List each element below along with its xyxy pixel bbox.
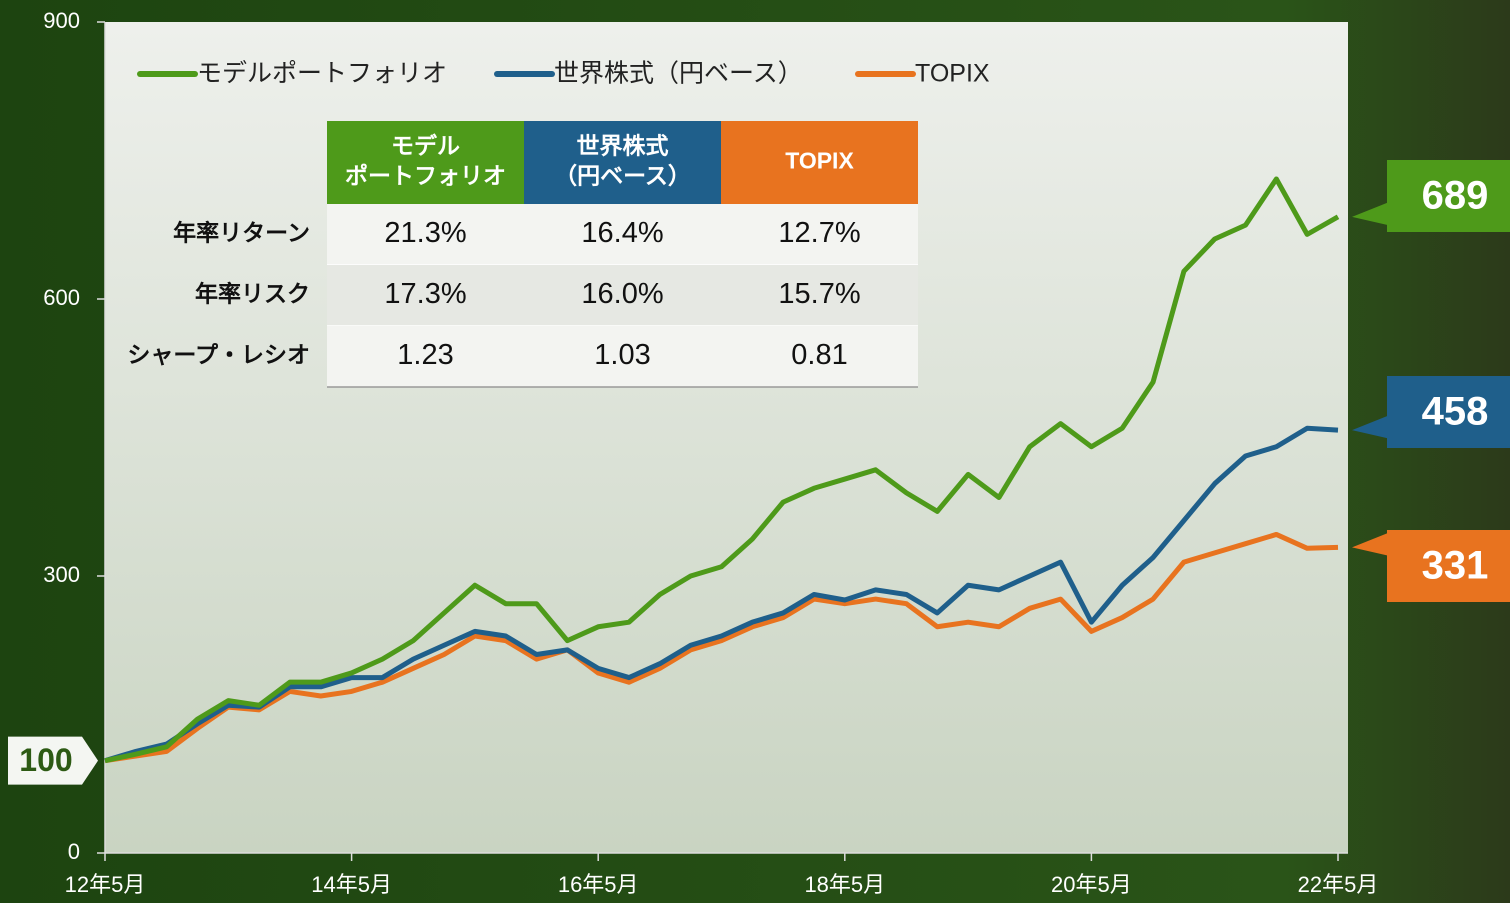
end-label: 689 [1422,174,1489,218]
y-tick-label: 300 [43,562,80,587]
end-label: 331 [1422,544,1489,588]
table-row-label: 年率リターン [173,220,310,246]
start-label-box [8,736,98,785]
table-header-cell [524,121,721,204]
legend-label: TOPIX [915,60,990,88]
table-cell: 15.7% [778,278,860,310]
x-tick-label: 22年5月 [1298,872,1379,897]
table-header-cell [721,121,918,204]
table-header-cell [327,121,524,204]
table-cell: 1.23 [397,339,453,371]
table-header: （円ベース） [554,163,691,189]
series-line [104,176,1340,764]
table-header: TOPIX [785,148,854,174]
legend-label: モデルポートフォリオ [197,60,447,88]
table-cell: 12.7% [778,217,860,249]
table-row-label: シャープ・レシオ [127,342,310,368]
table-cell: 16.0% [581,278,663,310]
end-label-box [1352,160,1510,232]
table-row-bg [327,204,918,265]
table-cell: 16.4% [581,217,663,249]
series-line [104,531,1339,764]
table-header: 世界株式 [577,133,669,159]
table-cell: 21.3% [384,217,466,249]
series-line [104,425,1339,764]
table-cell: 17.3% [384,278,466,310]
table-row-bg [327,326,918,387]
end-label: 458 [1422,390,1489,434]
start-label: 100 [19,742,72,778]
x-tick-label: 16年5月 [558,872,639,897]
table-row-label: 年率リスク [195,281,310,307]
legend-label: 世界株式（円ベース） [554,60,803,88]
table-cell: 1.03 [594,339,650,371]
end-label-box [1352,376,1510,448]
table-header: モデル [391,133,460,159]
y-tick-label: 600 [43,285,80,310]
x-tick-label: 14年5月 [311,872,392,897]
table-cell: 0.81 [791,339,847,371]
x-tick-label: 12年5月 [65,872,146,897]
table-row-bg [327,265,918,326]
table-header: ポートフォリオ [345,163,506,189]
x-tick-label: 18年5月 [804,872,885,897]
y-tick-label: 0 [68,839,80,864]
y-tick-label: 900 [43,8,80,33]
x-tick-label: 20年5月 [1051,872,1132,897]
end-label-box [1352,530,1510,602]
